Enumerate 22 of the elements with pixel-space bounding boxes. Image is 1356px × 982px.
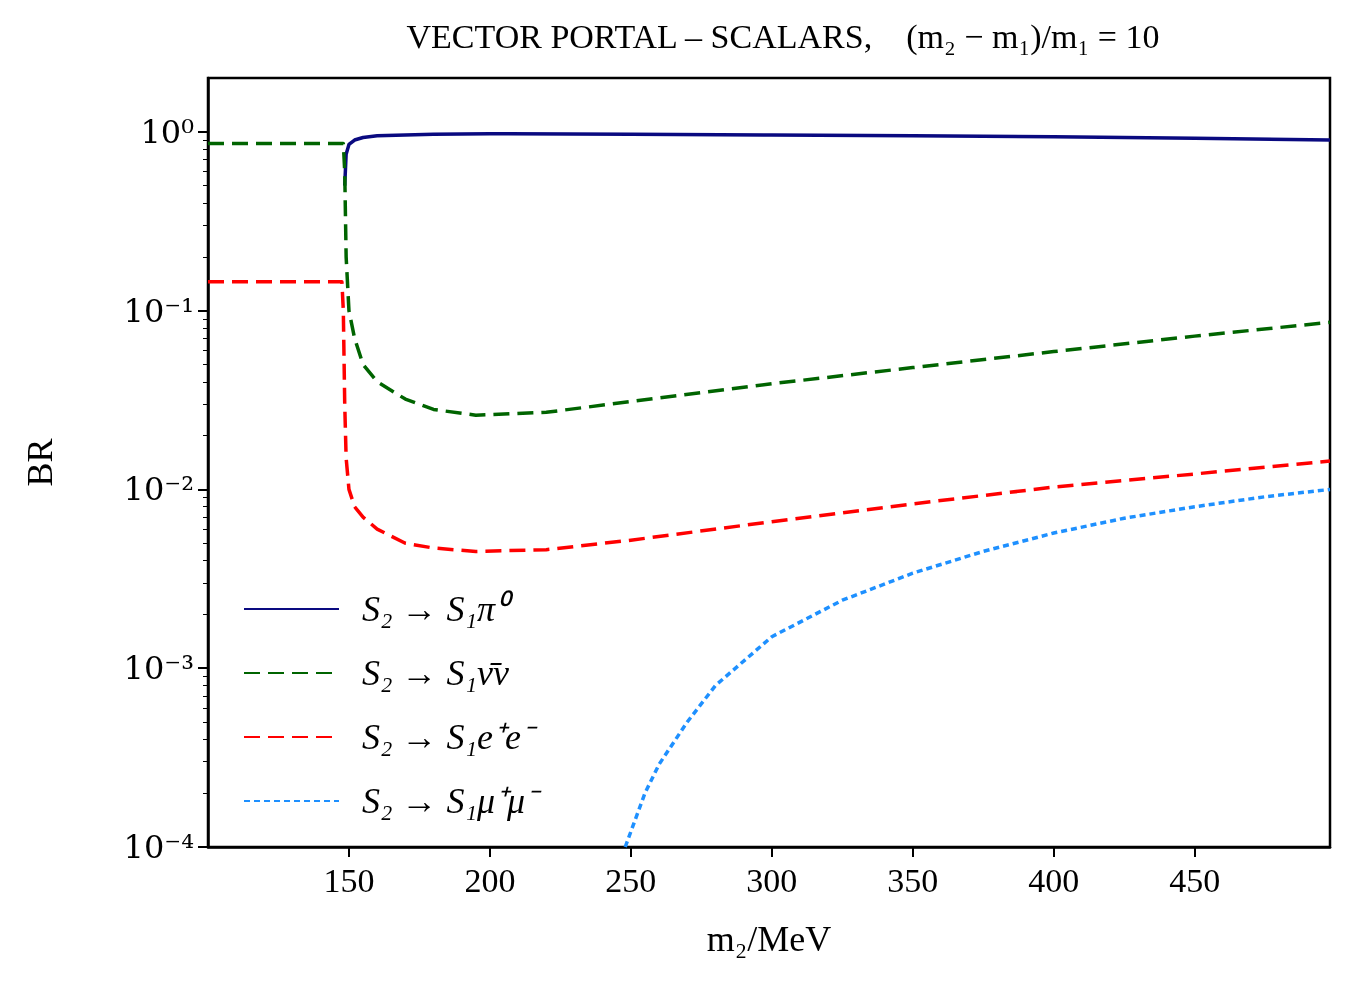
line-series (206, 141, 1332, 417)
legend-label: S₂ → S₁e⁺e⁻ (362, 717, 538, 757)
x-axis-title: m₂/MeV (706, 919, 832, 959)
legend-label: S₂ → S₁π⁰ (362, 589, 515, 629)
line-series (623, 487, 1332, 849)
x-tick-label: 450 (1169, 861, 1221, 899)
x-tick-label: 350 (887, 861, 939, 899)
chart-title: VECTOR PORTAL – SCALARS, (m₂ − m₁)/m₁ = 10 (406, 17, 1160, 56)
x-tick-label: 300 (746, 861, 798, 899)
y-tick-label: 10⁻⁴ (123, 828, 194, 866)
x-tick-label: 400 (1028, 861, 1080, 899)
legend-label: S₂ → S₁μ⁺μ⁻ (362, 781, 543, 821)
y-tick-label: 10⁻³ (123, 649, 194, 688)
y-tick-label: 10⁰ (140, 112, 194, 151)
y-tick-label: 10⁻² (123, 470, 194, 509)
legend-label: S₂ → S₁ν̄ν (362, 653, 510, 693)
line-series (206, 280, 1332, 554)
x-tick-label: 200 (464, 861, 516, 899)
y-tick-label: 10⁻¹ (123, 291, 194, 330)
y-axis-title: BR (20, 438, 60, 487)
x-tick-label: 150 (323, 861, 375, 899)
x-tick-label: 250 (605, 861, 657, 899)
